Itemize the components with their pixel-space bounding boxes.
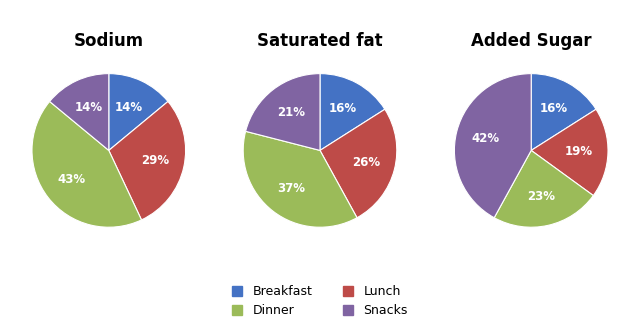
Wedge shape xyxy=(531,74,596,150)
Wedge shape xyxy=(109,74,168,150)
Text: 37%: 37% xyxy=(277,181,305,195)
Text: 42%: 42% xyxy=(471,132,499,145)
Text: 23%: 23% xyxy=(527,190,556,203)
Text: 14%: 14% xyxy=(115,101,143,114)
Title: Sodium: Sodium xyxy=(74,32,144,50)
Legend: Breakfast, Dinner, Lunch, Snacks: Breakfast, Dinner, Lunch, Snacks xyxy=(232,285,408,318)
Title: Added Sugar: Added Sugar xyxy=(471,32,591,50)
Title: Saturated fat: Saturated fat xyxy=(257,32,383,50)
Text: 29%: 29% xyxy=(141,154,170,167)
Text: 14%: 14% xyxy=(74,101,102,114)
Wedge shape xyxy=(246,74,320,150)
Wedge shape xyxy=(320,74,385,150)
Wedge shape xyxy=(243,131,357,227)
Wedge shape xyxy=(531,109,608,196)
Wedge shape xyxy=(454,74,531,218)
Text: 16%: 16% xyxy=(540,102,568,115)
Wedge shape xyxy=(109,101,186,220)
Text: 16%: 16% xyxy=(329,102,357,115)
Text: 26%: 26% xyxy=(352,156,380,169)
Wedge shape xyxy=(50,74,109,150)
Text: 19%: 19% xyxy=(564,146,593,158)
Wedge shape xyxy=(320,109,397,218)
Wedge shape xyxy=(32,101,141,227)
Wedge shape xyxy=(494,150,593,227)
Text: 21%: 21% xyxy=(277,106,305,119)
Text: 43%: 43% xyxy=(57,173,85,186)
